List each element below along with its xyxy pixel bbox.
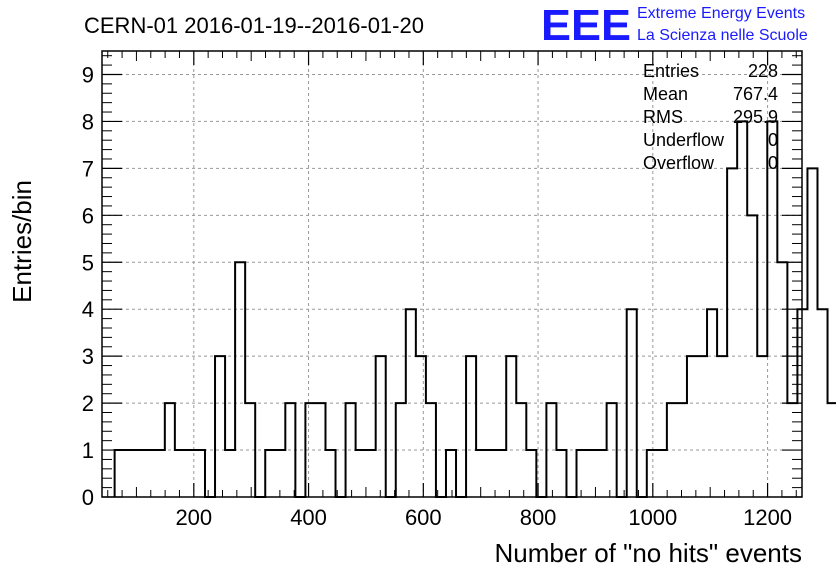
y-tick-label: 4 [82,297,94,322]
y-tick-labels: 0 1 2 3 4 5 6 7 8 9 [82,62,94,510]
y-tick-label: 6 [82,203,94,228]
x-tick-label: 200 [175,505,212,530]
y-tick-label: 7 [82,156,94,181]
x-tick-label: 400 [290,505,327,530]
y-tick-label: 2 [82,391,94,416]
y-tick-label: 1 [82,438,94,463]
brand-line-1: Extreme Energy Events [637,5,805,22]
eee-logo: EEE Extreme Energy Events La Scienza nel… [541,1,808,50]
axis-ticks [102,51,802,498]
histogram-outline [113,120,836,498]
x-tick-label: 1000 [628,505,677,530]
stat-overflow-label: Overflow [643,153,715,173]
x-tick-label: 800 [520,505,557,530]
stat-entries-label: Entries [643,61,699,81]
stat-rms-label: RMS [643,107,683,127]
y-tick-label: 8 [82,109,94,134]
stat-underflow-label: Underflow [643,130,725,150]
stats-box: Entries 228 Mean 767.4 RMS 295.9 Underfl… [643,61,778,173]
x-tick-label: 1200 [743,505,792,530]
x-axis-label: Number of "no hits" events [495,538,803,568]
stat-entries-value: 228 [748,61,778,81]
stat-overflow-value: 0 [768,153,778,173]
y-tick-label: 9 [82,62,94,87]
eee-logo-text: EEE [541,1,631,50]
y-tick-label: 5 [82,250,94,275]
x-tick-label: 600 [405,505,442,530]
y-tick-label: 0 [82,485,94,510]
stat-mean-value: 767.4 [733,84,778,104]
y-axis-label: Entries/bin [7,180,37,303]
grid-lines [102,51,802,497]
stat-underflow-value: 0 [768,130,778,150]
stat-mean-label: Mean [643,84,688,104]
x-tick-labels: 200 400 600 800 1000 1200 [175,505,792,530]
chart-title: CERN-01 2016-01-19--2016-01-20 [84,13,424,38]
brand-line-2: La Scienza nelle Scuole [637,27,808,44]
stat-rms-value: 295.9 [733,107,778,127]
y-tick-label: 3 [82,344,94,369]
plot-frame [101,50,803,498]
